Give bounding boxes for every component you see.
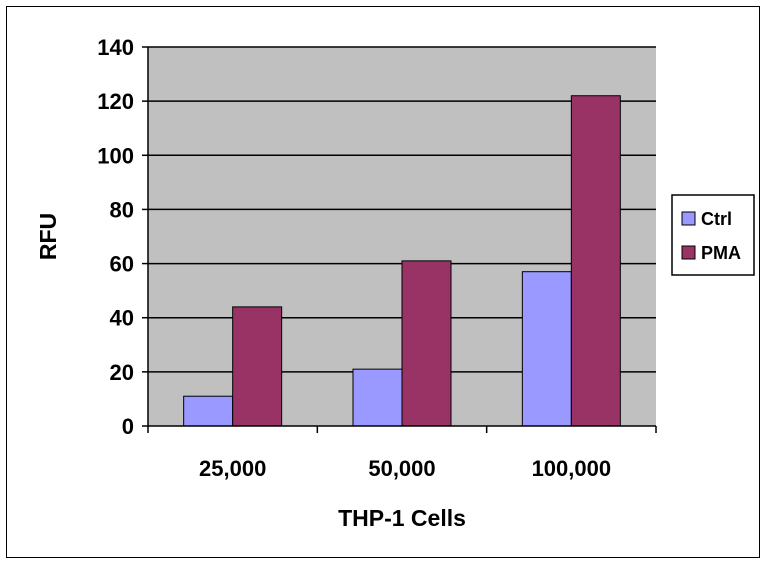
legend-swatch-ctrl xyxy=(681,211,696,226)
x-tick-label: 50,000 xyxy=(368,456,435,481)
legend-label-ctrl: Ctrl xyxy=(701,209,732,229)
x-tick-label: 100,000 xyxy=(532,456,612,481)
y-tick-label: 100 xyxy=(97,143,134,168)
bar-ctrl-0 xyxy=(183,395,234,427)
bar-ctrl-1 xyxy=(352,368,403,427)
y-tick-label: 20 xyxy=(110,360,134,385)
legend-label-pma: PMA xyxy=(701,243,741,263)
y-tick-label: 40 xyxy=(110,306,134,331)
x-tick-label: 25,000 xyxy=(199,456,266,481)
axes xyxy=(142,46,657,433)
legend-swatch-pma xyxy=(681,245,696,260)
bar-pma-0 xyxy=(232,306,283,427)
y-tick-label: 80 xyxy=(110,197,134,222)
y-tick-label: 0 xyxy=(122,414,134,439)
y-tick-label: 140 xyxy=(97,35,134,60)
legend: Ctrl PMA xyxy=(671,194,755,276)
bar-pma-1 xyxy=(401,260,452,427)
bar-ctrl-2 xyxy=(521,271,572,427)
legend-box xyxy=(671,194,755,276)
x-axis-title: THP-1 Cells xyxy=(338,505,466,531)
x-tick-labels: 25,000 50,000 100,000 xyxy=(199,456,611,481)
y-tick-labels: 0 20 40 60 80 100 120 140 xyxy=(97,35,134,439)
bar-pma-2 xyxy=(570,95,621,427)
y-axis-title: RFU xyxy=(35,213,61,260)
y-tick-label: 120 xyxy=(97,89,134,114)
y-tick-label: 60 xyxy=(110,252,134,277)
